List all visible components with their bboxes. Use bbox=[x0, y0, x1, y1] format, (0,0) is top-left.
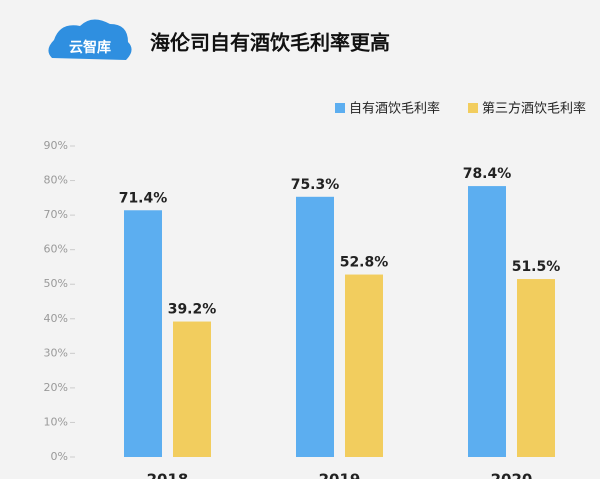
legend-label: 自有酒饮毛利率 bbox=[349, 101, 440, 117]
chart-title: 海伦司自有酒饮毛利率更高 bbox=[150, 31, 390, 55]
y-tick-label: 20% bbox=[44, 381, 68, 394]
logo-text: 云智库 bbox=[69, 39, 111, 56]
x-tick-label: 2019 bbox=[319, 471, 361, 479]
value-label: 78.4% bbox=[463, 166, 512, 182]
logo: 云智库 bbox=[48, 19, 132, 60]
bar bbox=[124, 210, 162, 457]
logo-cloud bbox=[48, 19, 132, 60]
x-tick-label: 2018 bbox=[147, 471, 189, 479]
y-tick-label: 40% bbox=[44, 312, 68, 325]
value-label: 75.3% bbox=[291, 177, 340, 193]
y-tick-label: 90% bbox=[44, 139, 68, 152]
bar bbox=[517, 279, 555, 457]
bar bbox=[468, 186, 506, 457]
legend-swatch bbox=[468, 103, 478, 113]
bar bbox=[173, 321, 211, 457]
bar bbox=[345, 274, 383, 457]
y-tick-label: 0% bbox=[51, 450, 68, 463]
bar bbox=[296, 196, 334, 457]
legend-swatch bbox=[335, 103, 345, 113]
y-tick-label: 80% bbox=[44, 174, 68, 187]
y-tick-label: 10% bbox=[44, 415, 68, 428]
value-label: 39.2% bbox=[168, 302, 217, 318]
y-tick-label: 60% bbox=[44, 243, 68, 256]
value-label: 51.5% bbox=[512, 259, 561, 275]
legend-label: 第三方酒饮毛利率 bbox=[482, 101, 586, 117]
value-label: 71.4% bbox=[119, 190, 168, 206]
y-tick-label: 70% bbox=[44, 208, 68, 221]
x-tick-label: 2020 bbox=[491, 471, 533, 479]
y-tick-label: 50% bbox=[44, 277, 68, 290]
value-label: 52.8% bbox=[340, 255, 389, 271]
y-tick-label: 30% bbox=[44, 346, 68, 359]
